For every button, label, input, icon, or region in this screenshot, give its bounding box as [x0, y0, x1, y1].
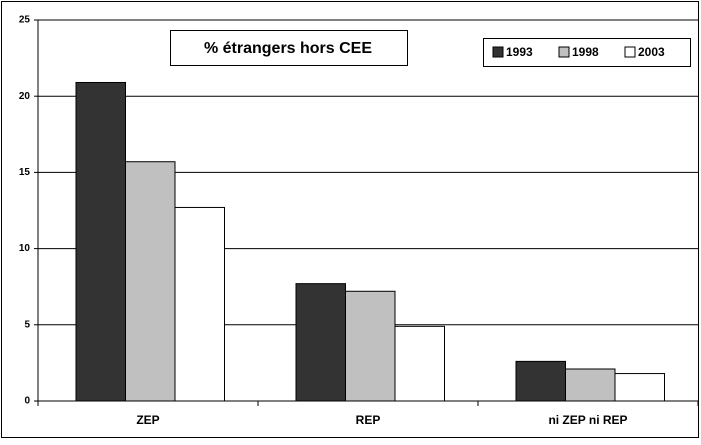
y-tick-label: 20	[19, 91, 31, 102]
bar	[515, 360, 566, 402]
y-tick-label: 25	[19, 15, 31, 26]
legend-swatch	[624, 46, 636, 58]
bar	[174, 206, 225, 402]
bar	[565, 368, 616, 402]
bar	[394, 325, 445, 402]
bar	[75, 81, 126, 402]
legend-swatch	[558, 46, 570, 58]
bar	[345, 290, 396, 402]
x-tick-label: ni ZEP ni REP	[548, 413, 627, 427]
legend-swatch	[492, 46, 504, 58]
y-tick-label: 15	[19, 167, 31, 178]
bar	[295, 283, 346, 402]
y-tick-label: 5	[24, 319, 30, 330]
chart-title: % étrangers hors CEE	[204, 40, 372, 57]
bar	[614, 373, 665, 402]
x-tick-label: REP	[356, 413, 381, 427]
legend-label: 1998	[572, 45, 599, 59]
legend-label: 1993	[506, 45, 533, 59]
legend-box	[483, 38, 691, 67]
legend-label: 2003	[638, 45, 665, 59]
y-tick-label: 0	[24, 396, 30, 407]
y-tick-label: 10	[19, 243, 31, 254]
title-box	[170, 30, 408, 66]
bar	[125, 161, 176, 402]
x-tick-label: ZEP	[136, 413, 159, 427]
